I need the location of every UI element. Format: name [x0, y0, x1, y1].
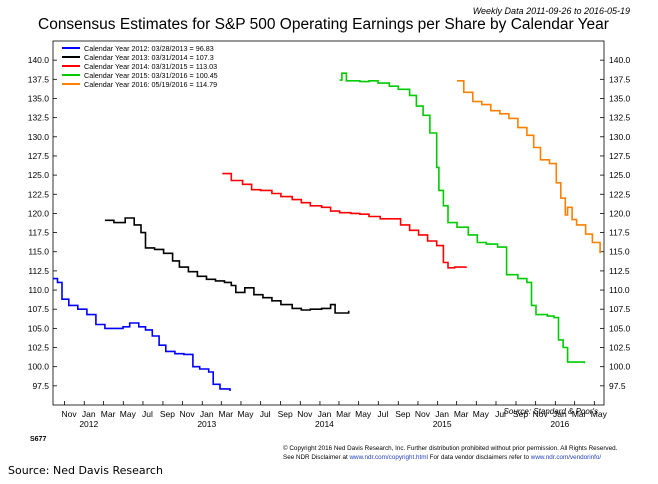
x-tick-label: Jul — [495, 409, 506, 419]
copyright-notice: © Copyright 2016 Ned Davis Research, Inc… — [283, 444, 617, 462]
x-tick-label: May — [237, 409, 254, 419]
y-tick-label-left: 117.5 — [28, 228, 49, 238]
series-line — [104, 217, 350, 314]
y-tick-label-left: 110.0 — [28, 285, 49, 295]
y-tick-label-right: 105.0 — [609, 323, 631, 333]
x-tick-label: Jan — [200, 409, 214, 419]
y-axis-right: 97.5 100.0 102.5 105.0 107.5 110.0 112.5 115.0 1… — [600, 55, 631, 391]
disclaimer-text: See NDR Disclaimer at — [283, 454, 350, 461]
legend-entry: Calendar Year 2014: 03/31/2015 = 113.03 — [84, 62, 217, 71]
x-tick-label: Mar — [336, 409, 351, 419]
y-tick-label-right: 110.0 — [609, 285, 630, 295]
y-tick-label-right: 137.5 — [609, 74, 631, 84]
y-tick-label-right: 107.5 — [609, 304, 631, 314]
x-year-label: 2012 — [79, 419, 98, 429]
series-line — [339, 72, 586, 364]
y-tick-label-left: 125.0 — [28, 170, 50, 180]
x-tick-label: Nov — [533, 409, 549, 419]
y-tick-label-right: 135.0 — [609, 93, 631, 103]
y-tick-label-left: 120.0 — [28, 208, 50, 218]
x-tick-label: Jul — [377, 409, 388, 419]
y-tick-label-left: 105.0 — [28, 323, 50, 333]
y-tick-label-right: 120.0 — [609, 208, 631, 218]
y-tick-label-right: 125.0 — [609, 170, 631, 180]
legend-entry: Calendar Year 2013: 03/31/2014 = 107.3 — [84, 53, 214, 62]
series-line — [222, 172, 468, 269]
y-tick-label-left: 122.5 — [28, 189, 50, 199]
y-tick-label-right: 140.0 — [609, 55, 631, 65]
x-tick-label: May — [120, 409, 137, 419]
y-axis-left: 97.5 100.0 102.5 105.0 107.5 110.0 112.5 115.0 1… — [28, 55, 57, 391]
y-tick-label-right: 132.5 — [609, 113, 631, 123]
weekly-data-note: Weekly Data 2011-09-26 to 2016-05-19 — [472, 6, 630, 16]
legend: Calendar Year 2012: 03/28/2013 = 96.83Ca… — [62, 44, 218, 89]
x-tick-label: Nov — [415, 409, 431, 419]
x-tick-label: Mar — [218, 409, 233, 419]
x-tick-label: May — [355, 409, 372, 419]
y-tick-label-left: 140.0 — [28, 55, 50, 65]
x-tick-label: Mar — [101, 409, 116, 419]
x-year-label: 2014 — [315, 419, 334, 429]
x-tick-label: Jan — [82, 409, 96, 419]
x-tick-label: Jul — [142, 409, 153, 419]
series-line — [457, 80, 601, 254]
y-tick-label-right: 122.5 — [609, 189, 631, 199]
copyright-link[interactable]: www.ndr.com/copyright.html — [349, 454, 428, 461]
y-tick-label-left: 102.5 — [28, 343, 50, 353]
x-axis: Nov Jan Mar May Jul Sep Nov Jan Mar May Jul Sep Nov J… — [62, 401, 608, 429]
vendor-disclaimer-text: For data vendor disclaimers refer to — [427, 454, 531, 461]
y-tick-label-right: 102.5 — [609, 343, 631, 353]
x-tick-label: Sep — [395, 409, 410, 419]
x-tick-label: Jul — [260, 409, 271, 419]
x-tick-label: Nov — [180, 409, 196, 419]
y-tick-label-left: 115.0 — [28, 247, 49, 257]
chart-code: S677 — [30, 436, 47, 443]
legend-entry: Calendar Year 2012: 03/28/2013 = 96.83 — [84, 44, 214, 53]
legend-entry: Calendar Year 2015: 03/31/2016 = 100.45 — [84, 71, 218, 80]
y-tick-label-right: 115.0 — [609, 247, 630, 257]
x-tick-label: Mar — [572, 409, 587, 419]
x-tick-label: Sep — [160, 409, 175, 419]
x-tick-label: May — [591, 409, 608, 419]
footer-source: Source: Ned Davis Research — [8, 464, 163, 477]
y-tick-label-left: 135.0 — [28, 93, 50, 103]
y-tick-label-right: 127.5 — [609, 151, 631, 161]
x-tick-label: Mar — [454, 409, 469, 419]
x-tick-label: Sep — [513, 409, 528, 419]
x-tick-label: Jan — [553, 409, 567, 419]
series-lines — [53, 72, 601, 391]
x-year-label: 2013 — [197, 419, 216, 429]
y-tick-label-left: 112.5 — [28, 266, 49, 276]
x-tick-label: Nov — [62, 409, 78, 419]
y-tick-label-left: 107.5 — [28, 304, 50, 314]
y-tick-label-right: 100.0 — [609, 362, 631, 372]
x-tick-label: Sep — [278, 409, 293, 419]
x-year-label: 2015 — [433, 419, 452, 429]
copyright-line-2: See NDR Disclaimer at www.ndr.com/copyri… — [283, 453, 617, 462]
x-tick-label: Jan — [318, 409, 332, 419]
vendor-info-link[interactable]: www.ndr.com/vendorinfo/ — [530, 454, 602, 461]
y-tick-label-right: 117.5 — [609, 228, 630, 238]
y-tick-label-right: 97.5 — [609, 381, 626, 391]
y-tick-label-left: 127.5 — [28, 151, 50, 161]
series-line — [53, 277, 231, 391]
y-tick-label-right: 130.0 — [609, 132, 631, 142]
x-year-label: 2016 — [550, 419, 569, 429]
y-tick-label-right: 112.5 — [609, 266, 630, 276]
x-tick-label: Nov — [297, 409, 313, 419]
y-tick-label-left: 97.5 — [32, 381, 49, 391]
plot-area — [52, 40, 605, 406]
y-tick-label-left: 130.0 — [28, 132, 50, 142]
y-tick-label-left: 100.0 — [28, 362, 50, 372]
y-tick-label-left: 132.5 — [28, 113, 50, 123]
legend-entry: Calendar Year 2016: 05/19/2016 = 114.79 — [84, 80, 217, 89]
copyright-line-1: © Copyright 2016 Ned Davis Research, Inc… — [283, 445, 618, 452]
y-tick-label-left: 137.5 — [28, 74, 50, 84]
x-tick-label: Jan — [435, 409, 449, 419]
source-note: Source: Standard & Poor's — [504, 407, 598, 416]
chart-title: Consensus Estimates for S&P 500 Operatin… — [38, 16, 609, 33]
x-tick-label: May — [473, 409, 490, 419]
